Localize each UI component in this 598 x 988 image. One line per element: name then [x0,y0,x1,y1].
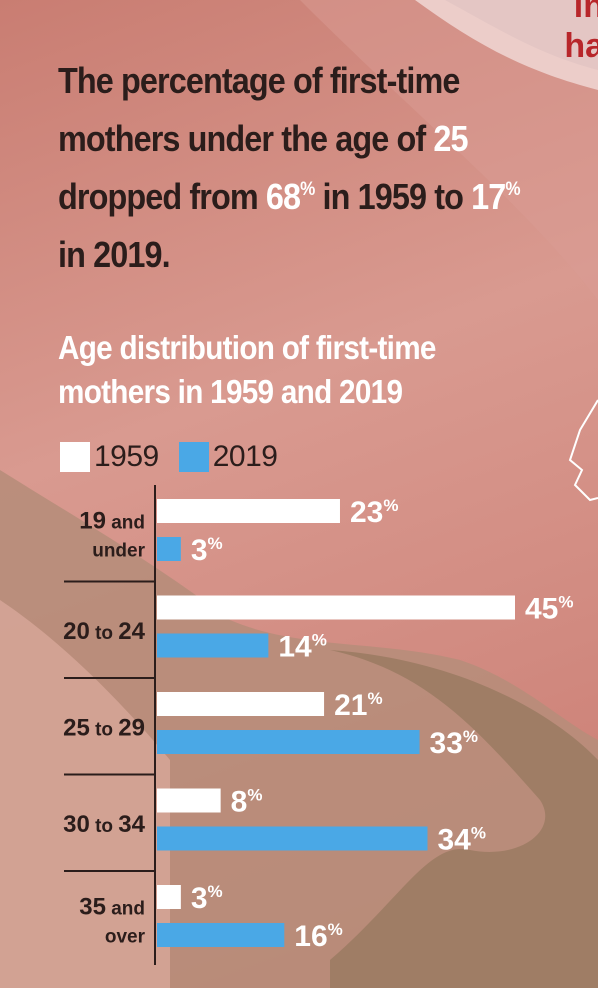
legend-item-1959: 1959 [60,440,159,474]
category-label-part: 29 [118,714,145,741]
corner-text-line1: in [573,0,598,25]
corner-text-line2: ha [564,27,598,65]
value-number: 45 [525,593,558,626]
value-label: 45% [525,593,574,626]
value-label: 3% [191,534,223,567]
value-number: 16 [294,920,327,953]
value-label: 21% [334,689,383,722]
dark-hand-shape [330,650,598,988]
headline-pct: % [505,179,520,200]
category-label: 25 to 29 [63,714,145,741]
value-number: 3 [191,882,208,915]
value-label: 3% [191,882,223,915]
legend: 1959 2019 [60,440,298,474]
headline-text: dropped from [58,176,266,217]
headline-text: in 2019. [58,234,171,275]
value-number: 14 [278,631,312,664]
value-label: 8% [231,786,263,819]
bar-2019 [157,923,285,947]
value-number: 21 [334,689,367,722]
category-label: under [92,540,145,561]
category-label-part: 30 [63,811,90,838]
value-number: 8 [231,786,248,819]
value-suffix: % [383,496,398,515]
bar-1959 [157,595,515,620]
category-label-part: 19 [79,507,106,534]
headline-from-value: 68 [265,176,301,217]
outline-figure [568,399,598,502]
category-label: 19 and [79,507,145,534]
legend-swatch-1959 [60,442,90,472]
chart-title: Age distribution of first-time mothers i… [58,329,436,410]
value-number: 34 [437,824,471,857]
headline-text: The percentage of first-time mothers und… [58,60,460,159]
category-label-part: and [106,898,145,919]
value-label: 23% [350,496,399,529]
legend-item-2019: 2019 [178,440,278,474]
headline: The percentage of first-time mothers und… [58,52,526,284]
category-label-part: over [105,926,146,947]
category-label-part: to [90,816,119,837]
value-number: 3 [191,534,208,567]
value-suffix: % [328,920,343,939]
category-label: 20 to 24 [63,618,146,645]
value-suffix: % [463,727,478,746]
value-number: 33 [430,727,463,760]
value-suffix: % [312,631,327,650]
headline-pct: % [300,179,315,200]
light-band-shape [300,0,598,300]
bar-2019 [157,826,428,851]
category-label-part: under [92,540,145,561]
category-label: 35 and [79,893,145,920]
headline-to-value: 17 [471,176,506,217]
value-label: 14% [278,631,327,664]
headline-age: 25 [433,118,468,159]
value-label: 33% [430,727,479,760]
value-suffix: % [247,786,262,805]
value-suffix: % [367,689,382,708]
legend-label-1959: 1959 [94,440,159,473]
category-label-part: 20 [63,618,90,645]
bar-1959 [157,885,181,909]
value-number: 23 [350,496,383,529]
bar-2019 [157,633,269,658]
value-suffix: % [471,824,486,843]
value-label: 34% [437,824,486,857]
legend-label-2019: 2019 [212,440,278,473]
category-label-part: 35 [79,893,106,920]
bar-2019 [157,730,420,754]
category-label-part: 24 [118,618,145,645]
value-suffix: % [558,593,573,612]
category-label: over [105,926,146,947]
category-label-part: 34 [118,811,145,838]
hand-light-shape [0,600,170,988]
category-label-part: and [106,512,145,533]
value-suffix: % [208,534,223,553]
bar-1959 [157,788,221,813]
category-label-part: to [90,623,119,644]
bar-1959 [157,499,340,523]
bar-1959 [157,692,325,716]
value-suffix: % [208,882,223,901]
headline-text: in 1959 to [314,176,472,217]
legend-swatch-2019 [178,442,209,472]
value-label: 16% [294,920,343,953]
category-label-part: to [90,719,119,740]
bar-2019 [157,537,181,561]
category-label: 30 to 34 [63,811,146,838]
category-label-part: 25 [63,714,90,741]
